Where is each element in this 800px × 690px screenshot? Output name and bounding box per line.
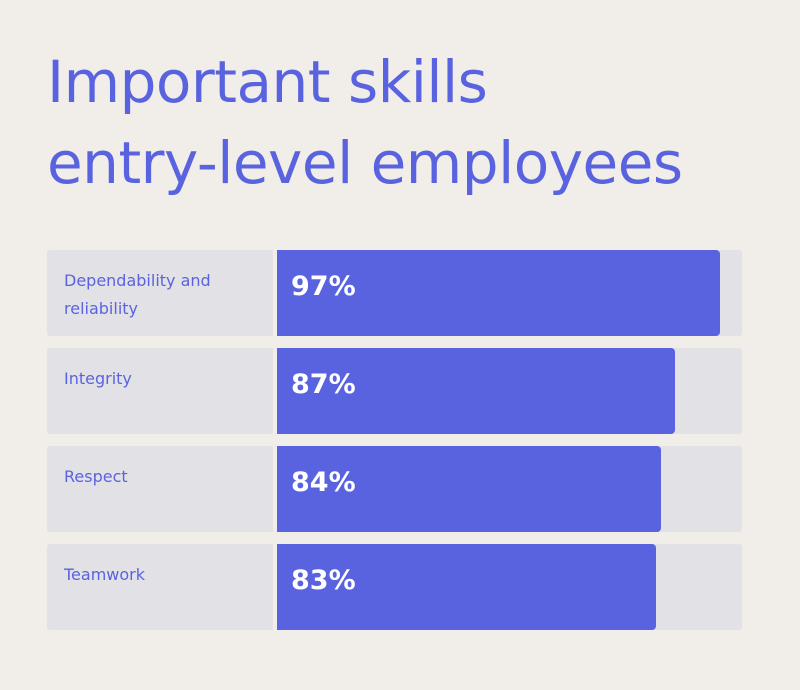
bar-value-label: 97%	[291, 271, 356, 302]
label-divider	[273, 348, 277, 434]
category-label: Teamwork	[64, 565, 146, 584]
bar-value-label: 84%	[291, 467, 356, 498]
bar-row: Dependability and reliability 97%	[47, 250, 742, 336]
bar-row: Respect 84%	[47, 446, 742, 532]
bar-row: Teamwork 83%	[47, 544, 742, 630]
category-label: Integrity	[64, 369, 132, 388]
chart-title-line-2: entry-level employees	[47, 129, 683, 197]
chart-title-line-1: Important skills	[47, 48, 488, 116]
bar-row: Integrity 87%	[47, 348, 742, 434]
label-divider	[273, 250, 277, 336]
bar-value-label: 87%	[291, 369, 356, 400]
bar-chart: Dependability and reliability 97% Integrit…	[47, 250, 742, 642]
bar: 97%	[277, 250, 721, 336]
bar: 84%	[277, 446, 661, 532]
bar: 83%	[277, 544, 657, 630]
label-divider	[273, 446, 277, 532]
category-label: Respect	[64, 467, 128, 486]
category-label: Dependability and reliability	[64, 271, 211, 318]
chart-title: Important skills entry-level employees	[47, 42, 787, 204]
label-divider	[273, 544, 277, 630]
bar-value-label: 83%	[291, 565, 356, 596]
bar: 87%	[277, 348, 675, 434]
